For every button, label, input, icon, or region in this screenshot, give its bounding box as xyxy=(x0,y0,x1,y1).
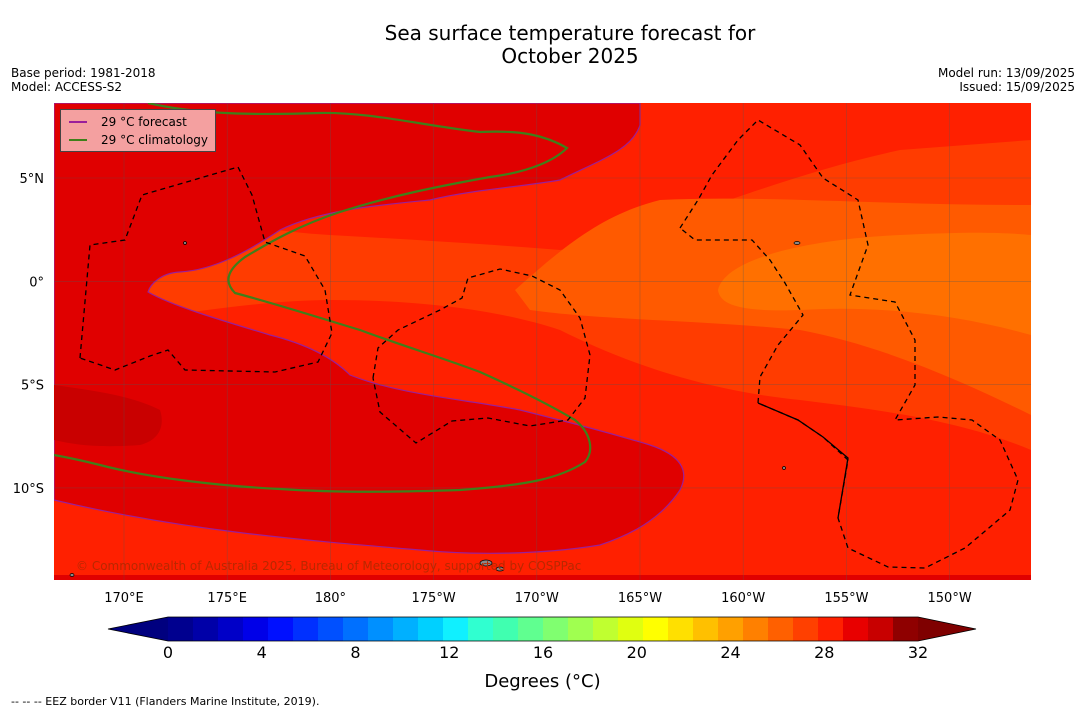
forecast-line-swatch xyxy=(69,121,87,123)
model-name: Model: ACCESS-S2 xyxy=(11,80,123,94)
latitude-tick-label: 5°N xyxy=(20,172,45,187)
colorbar-segment xyxy=(593,617,619,641)
colorbar-segment xyxy=(568,617,594,641)
latitude-labels: 5°N 0° 5°S 10°S xyxy=(13,172,44,497)
sst-hot-spot xyxy=(54,385,162,447)
latitude-tick-label: 0° xyxy=(29,275,44,290)
colorbar-segment xyxy=(243,617,269,641)
colorbar-under-arrow xyxy=(108,617,168,641)
sst-warm-pool-south-edge xyxy=(54,575,1031,580)
longitude-tick-label: 150°W xyxy=(928,591,972,606)
eez-footnote: -- -- -- EEZ border V11 (Flanders Marine… xyxy=(11,695,320,708)
colorbar-segment xyxy=(468,617,494,641)
colorbar-segment xyxy=(193,617,219,641)
colorbar-segment xyxy=(343,617,369,641)
copyright-notice: © Commonwealth of Australia 2025, Bureau… xyxy=(76,559,581,573)
legend-item-forecast: 29 °C forecast xyxy=(69,115,187,129)
colorbar-label: Degrees (°C) xyxy=(484,671,601,692)
colorbar-over-arrow xyxy=(918,617,976,641)
longitude-tick-label: 170°E xyxy=(104,591,144,606)
colorbar-tick-label: 0 xyxy=(163,643,173,662)
legend-label-climatology: 29 °C climatology xyxy=(101,133,209,147)
model-run-info: Model run: 13/09/2025 Issued: 15/09/2025 xyxy=(938,66,1075,94)
latitude-tick-label: 10°S xyxy=(13,482,44,497)
model-run: Model run: 13/09/2025 xyxy=(937,66,1075,80)
longitude-tick-label: 175°W xyxy=(412,591,456,606)
colorbar-segment xyxy=(668,617,694,641)
colorbar-tick-label: 28 xyxy=(814,643,834,662)
title-line-2: October 2025 xyxy=(501,44,639,68)
colorbar-tick-label: 32 xyxy=(908,643,928,662)
colorbar-segment xyxy=(293,617,319,641)
colorbar-segment xyxy=(818,617,844,641)
colorbar-segment xyxy=(893,617,919,641)
longitude-tick-label: 175°E xyxy=(207,591,247,606)
colorbar-tick-label: 20 xyxy=(627,643,647,662)
colorbar-segment xyxy=(493,617,519,641)
sst-field-light-orange xyxy=(718,232,1031,335)
colorbar-segment xyxy=(618,617,644,641)
colorbar-segment xyxy=(443,617,469,641)
longitude-tick-label: 160°W xyxy=(721,591,765,606)
colorbar-segment xyxy=(318,617,344,641)
colorbar-tick-labels: 0 4 8 12 16 20 24 28 32 xyxy=(163,643,928,662)
climatology-29c-contour xyxy=(54,103,592,493)
longitude-tick-label: 170°W xyxy=(515,591,559,606)
colorbar-segment xyxy=(518,617,544,641)
sst-warm-pool-north xyxy=(54,103,685,554)
base-period-info: Base period: 1981-2018 Model: ACCESS-S2 xyxy=(11,66,156,94)
legend-item-climatology: 29 °C climatology xyxy=(69,133,208,147)
colorbar-segment xyxy=(168,617,194,641)
issued-date: Issued: 15/09/2025 xyxy=(959,80,1075,94)
legend-label-forecast: 29 °C forecast xyxy=(101,115,187,129)
colorbar-segment xyxy=(268,617,294,641)
graticule xyxy=(54,103,1031,580)
colorbar-segment xyxy=(793,617,819,641)
map-title: Sea surface temperature forecast for Oct… xyxy=(0,22,1085,68)
colorbar-segment xyxy=(643,617,669,641)
colorbar-segment xyxy=(743,617,769,641)
longitude-tick-label: 180° xyxy=(315,591,346,606)
title-line-1: Sea surface temperature forecast for xyxy=(384,21,756,45)
colorbar-segment xyxy=(868,617,894,641)
colorbar-segment xyxy=(718,617,744,641)
colorbar-tick-label: 12 xyxy=(439,643,459,662)
eez-borders xyxy=(79,119,1019,569)
colorbar-outline xyxy=(107,616,977,642)
longitude-tick-label: 165°W xyxy=(618,591,662,606)
colorbar-segment xyxy=(768,617,794,641)
colorbar-tick-label: 8 xyxy=(350,643,360,662)
colorbar-segment xyxy=(368,617,394,641)
colorbar-segment xyxy=(843,617,869,641)
colorbar-tick-label: 24 xyxy=(720,643,740,662)
colorbar-tick-label: 16 xyxy=(533,643,553,662)
island-outlines xyxy=(69,241,801,577)
longitude-labels: 170°E 175°E 180° 175°W 170°W 165°W 160°W 155°W 1… xyxy=(104,591,972,606)
climatology-line-swatch xyxy=(69,139,87,141)
colorbar-tick-label: 4 xyxy=(257,643,267,662)
colorbar-segment xyxy=(418,617,444,641)
eez-solid-border xyxy=(757,402,849,519)
colorbar-segment xyxy=(693,617,719,641)
longitude-tick-label: 155°W xyxy=(824,591,868,606)
latitude-tick-label: 5°S xyxy=(21,379,44,394)
colorbar-segment xyxy=(393,617,419,641)
base-period: Base period: 1981-2018 xyxy=(11,66,156,80)
map-legend: 29 °C forecast 29 °C climatology xyxy=(60,109,216,152)
colorbar xyxy=(107,616,977,642)
colorbar-segment xyxy=(218,617,244,641)
colorbar-segment xyxy=(543,617,569,641)
